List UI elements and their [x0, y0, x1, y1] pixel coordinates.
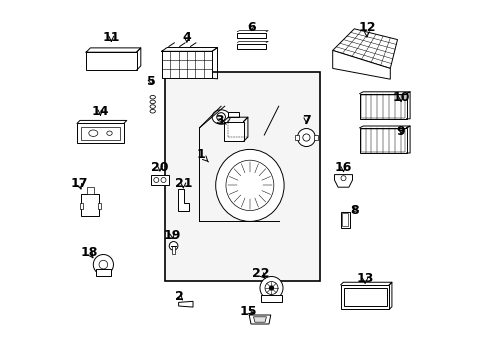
Circle shape — [269, 286, 273, 290]
Bar — [340, 212, 349, 228]
Polygon shape — [332, 50, 389, 79]
Text: 5: 5 — [146, 75, 155, 87]
Bar — [98, 203, 101, 209]
Bar — [359, 94, 406, 119]
Bar — [81, 194, 99, 216]
Text: 13: 13 — [356, 273, 373, 285]
Bar — [313, 135, 317, 140]
Text: 11: 11 — [102, 31, 120, 44]
Bar — [87, 187, 94, 194]
Text: 8: 8 — [349, 204, 358, 217]
Text: 18: 18 — [80, 246, 98, 258]
Bar — [340, 285, 388, 309]
Bar — [237, 44, 265, 49]
Bar — [343, 288, 386, 306]
Circle shape — [216, 113, 225, 121]
Bar — [96, 269, 110, 276]
Bar — [86, 52, 136, 70]
Bar — [294, 135, 299, 140]
Text: 3: 3 — [215, 114, 226, 127]
Bar — [228, 112, 239, 117]
Ellipse shape — [215, 149, 284, 221]
Bar — [237, 33, 265, 38]
Text: 6: 6 — [247, 21, 256, 33]
Polygon shape — [178, 189, 188, 211]
Text: 12: 12 — [357, 21, 375, 37]
Bar — [359, 128, 406, 153]
Text: 19: 19 — [163, 229, 181, 242]
Text: 1: 1 — [197, 148, 208, 162]
Polygon shape — [253, 317, 266, 322]
Bar — [77, 123, 123, 143]
Circle shape — [297, 129, 315, 147]
Text: 14: 14 — [92, 105, 109, 118]
Text: 16: 16 — [334, 161, 351, 174]
Bar — [172, 246, 175, 254]
Bar — [162, 51, 212, 78]
Polygon shape — [178, 301, 193, 307]
Text: 21: 21 — [174, 177, 192, 190]
Bar — [151, 175, 168, 185]
Polygon shape — [332, 29, 397, 68]
Bar — [360, 129, 405, 152]
Text: 4: 4 — [182, 31, 191, 44]
Circle shape — [260, 276, 283, 300]
Text: 20: 20 — [151, 161, 168, 174]
Bar — [224, 122, 243, 141]
Bar — [165, 72, 320, 281]
Text: 15: 15 — [239, 305, 256, 318]
Text: 10: 10 — [391, 91, 409, 104]
Bar — [360, 95, 405, 118]
Circle shape — [93, 255, 113, 275]
Bar — [260, 295, 282, 302]
Polygon shape — [334, 175, 352, 187]
Bar — [81, 127, 120, 140]
Text: 7: 7 — [302, 114, 310, 127]
Text: 2: 2 — [175, 291, 183, 303]
Polygon shape — [249, 315, 270, 324]
Text: 9: 9 — [396, 125, 405, 138]
Circle shape — [169, 242, 178, 250]
Ellipse shape — [212, 110, 230, 124]
Bar — [342, 213, 347, 226]
Text: 17: 17 — [70, 177, 87, 190]
Bar — [80, 203, 83, 209]
Text: 22: 22 — [251, 267, 269, 280]
